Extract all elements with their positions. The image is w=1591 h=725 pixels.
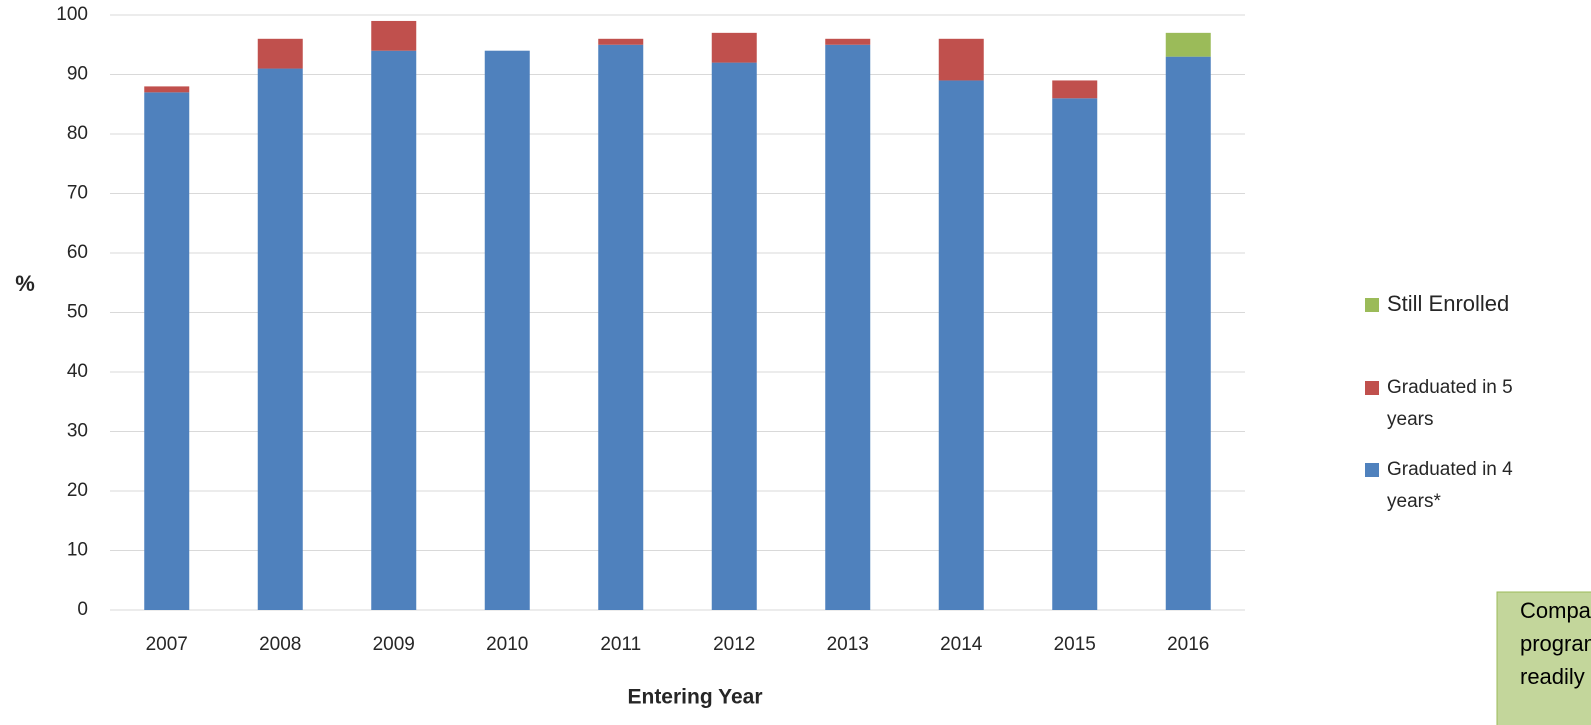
legend-label: Graduated in 4 years* [1387,459,1513,512]
y-tick-label: 50 [67,302,88,323]
legend-swatch [1365,298,1379,312]
x-tick-label: 2009 [373,634,415,655]
legend-swatch [1365,381,1379,395]
bar-segment [938,80,984,610]
annotation-box [1496,591,1591,725]
y-tick-label: 40 [67,361,88,382]
bar-segment [371,20,417,51]
y-tick-label: 0 [77,599,88,620]
bar-segment [825,38,871,45]
legend-swatch [1365,463,1379,477]
x-tick-label: 2012 [713,634,755,655]
y-tick-label: 10 [67,540,88,561]
bar-segment [1052,98,1098,611]
x-tick-label: 2008 [259,634,301,655]
y-tick-label: 20 [67,480,88,501]
x-tick-label: 2007 [146,634,188,655]
bar-segment [257,68,303,611]
bar-segment [711,32,757,63]
bar-segment [371,50,417,610]
bar-segment [257,38,303,69]
bar-segment [711,62,757,611]
x-tick-label: 2013 [827,634,869,655]
annotation-text: readily available for [1520,664,1591,689]
bar-segment [484,50,530,610]
annotation-text: Comparable data fo [1520,598,1591,623]
x-tick-label: 2011 [600,634,641,655]
bar-segment [144,86,190,93]
bar-segment [825,44,871,610]
x-tick-label: 2014 [940,634,983,655]
y-tick-label: 60 [67,242,88,263]
y-tick-label: 30 [67,421,88,442]
bar-segment [938,38,984,81]
bar-segment [598,44,644,610]
x-axis-label: Entering Year [627,686,762,709]
legend-label: Graduated in 5 years [1387,377,1513,430]
y-tick-label: 90 [67,64,88,85]
y-axis-label: % [15,271,35,296]
x-tick-label: 2016 [1167,634,1209,655]
bar-segment [598,38,644,45]
legend-label: Still Enrolled [1387,291,1509,316]
y-tick-label: 80 [67,123,88,144]
x-tick-label: 2010 [486,634,528,655]
bar-segment [144,92,190,611]
y-tick-label: 70 [67,183,88,204]
bar-segment [1165,56,1211,610]
bar-segment [1052,80,1098,99]
x-tick-label: 2015 [1054,634,1096,655]
bar-segment [1165,32,1211,57]
annotation-text: programs are not [1520,631,1591,656]
y-tick-label: 100 [56,4,88,25]
